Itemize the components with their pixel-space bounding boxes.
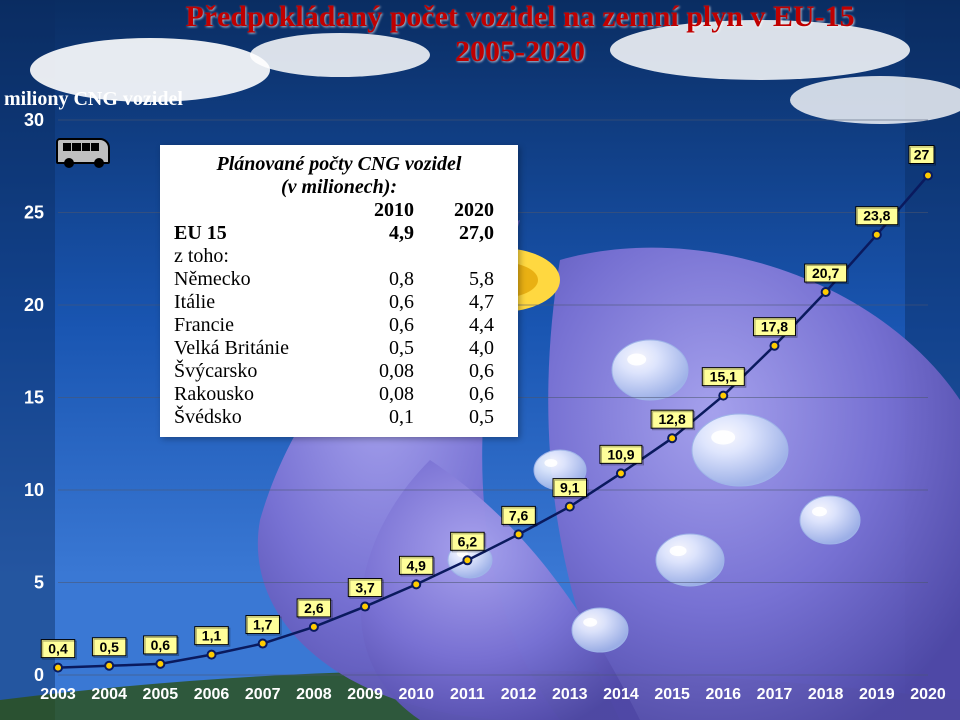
- svg-text:2010: 2010: [398, 686, 434, 703]
- svg-text:2006: 2006: [194, 686, 230, 703]
- svg-text:2012: 2012: [501, 686, 537, 703]
- svg-text:6,2: 6,2: [458, 533, 478, 549]
- svg-text:0: 0: [34, 665, 44, 685]
- table-row: Švédsko0,10,5: [174, 406, 504, 429]
- svg-text:27: 27: [914, 147, 930, 163]
- svg-text:30: 30: [24, 110, 44, 130]
- svg-text:2003: 2003: [40, 686, 76, 703]
- table-row: EU 154,927,0: [174, 222, 504, 245]
- table-row: Francie0,64,4: [174, 314, 504, 337]
- svg-text:12,8: 12,8: [658, 411, 685, 427]
- svg-text:2007: 2007: [245, 686, 281, 703]
- table-header-2: (v milionech):: [174, 176, 504, 199]
- svg-text:20,7: 20,7: [812, 265, 839, 281]
- svg-text:3,7: 3,7: [355, 580, 375, 596]
- table-header-1: Plánované počty CNG vozidel: [174, 153, 504, 176]
- col-2010: 2010: [334, 199, 414, 222]
- svg-text:2017: 2017: [757, 686, 793, 703]
- table-row: Švýcarsko0,080,6: [174, 360, 504, 383]
- svg-text:0,5: 0,5: [99, 639, 119, 655]
- table-row: Itálie0,64,7: [174, 291, 504, 314]
- svg-text:2018: 2018: [808, 686, 844, 703]
- svg-text:2005: 2005: [143, 686, 179, 703]
- svg-text:2008: 2008: [296, 686, 332, 703]
- table-row: z toho:: [174, 245, 504, 268]
- svg-text:2019: 2019: [859, 686, 895, 703]
- svg-text:2015: 2015: [654, 686, 690, 703]
- svg-text:2013: 2013: [552, 686, 588, 703]
- svg-text:17,8: 17,8: [761, 319, 788, 335]
- svg-text:23,8: 23,8: [863, 208, 890, 224]
- svg-text:0,6: 0,6: [151, 637, 171, 653]
- col-2020: 2020: [414, 199, 494, 222]
- svg-text:2020: 2020: [910, 686, 946, 703]
- svg-text:2016: 2016: [705, 686, 741, 703]
- svg-text:2011: 2011: [450, 686, 485, 703]
- svg-text:2014: 2014: [603, 686, 639, 703]
- svg-text:1,1: 1,1: [202, 628, 222, 644]
- svg-text:25: 25: [24, 203, 44, 223]
- table-row: Německo0,85,8: [174, 268, 504, 291]
- table-row: Velká Británie0,54,0: [174, 337, 504, 360]
- svg-text:15,1: 15,1: [710, 369, 737, 385]
- svg-text:15: 15: [24, 388, 44, 408]
- van-icon: [54, 134, 114, 168]
- svg-text:10: 10: [24, 480, 44, 500]
- svg-text:7,6: 7,6: [509, 507, 529, 523]
- svg-text:9,1: 9,1: [560, 480, 580, 496]
- svg-text:10,9: 10,9: [607, 446, 634, 462]
- svg-text:5: 5: [34, 573, 44, 593]
- svg-text:2,6: 2,6: [304, 600, 324, 616]
- data-table-box: Plánované počty CNG vozidel (v milionech…: [160, 145, 518, 437]
- svg-text:1,7: 1,7: [253, 617, 273, 633]
- table-row: Rakousko0,080,6: [174, 383, 504, 406]
- svg-text:20: 20: [24, 295, 44, 315]
- svg-text:0,4: 0,4: [48, 641, 68, 657]
- svg-text:4,9: 4,9: [407, 557, 427, 573]
- svg-text:2009: 2009: [347, 686, 383, 703]
- svg-text:2004: 2004: [91, 686, 127, 703]
